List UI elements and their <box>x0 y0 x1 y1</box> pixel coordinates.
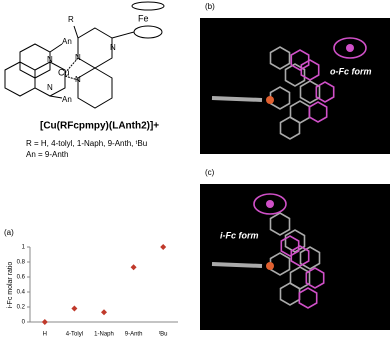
ring <box>299 246 321 270</box>
y-tick-label: 0.4 <box>17 290 26 296</box>
point <box>160 244 167 250</box>
pyrimidine <box>77 27 113 69</box>
ring <box>269 252 291 276</box>
atom-label: N <box>47 83 53 92</box>
atom-label: An <box>62 37 72 46</box>
ring <box>269 212 291 236</box>
bond <box>111 31 135 39</box>
ring <box>315 81 335 103</box>
atom-label: N <box>110 43 116 52</box>
atom-label: Cu <box>58 67 70 77</box>
point <box>130 264 137 271</box>
atom-label: N <box>47 55 53 64</box>
point <box>101 309 107 316</box>
x-tick-label: 9-Anth <box>125 332 143 338</box>
atom-label: N <box>75 75 81 84</box>
y-tick-label: 0.6 <box>17 275 26 281</box>
ring <box>284 229 306 253</box>
atom-label: R <box>68 15 74 24</box>
y-tick-label: 0 <box>22 320 26 326</box>
ring <box>279 116 301 140</box>
cu-atom <box>266 96 274 104</box>
bond <box>49 43 63 53</box>
ferrocene <box>333 37 367 59</box>
panel-label: (a) <box>4 228 14 237</box>
formula: [Cu(RFcpmpy)(LAnth2)]+ <box>40 121 159 132</box>
x-tick-label: 1-Naph <box>94 332 114 338</box>
bond <box>211 96 263 102</box>
ring <box>269 86 291 110</box>
atom-label: N <box>75 53 81 62</box>
panel-label: (c) <box>205 168 215 177</box>
bond <box>73 25 79 39</box>
x-tick-label: 4-Tolyl <box>66 332 83 338</box>
cp-ring <box>131 1 165 11</box>
bond <box>211 262 263 268</box>
ring <box>279 282 301 306</box>
ring <box>269 46 291 70</box>
atom-label: An <box>62 95 72 104</box>
ring <box>308 101 328 123</box>
render-panel <box>200 184 390 330</box>
panel-caption: o-Fc form <box>330 66 372 76</box>
x-tick-label: H <box>43 332 47 338</box>
fe-atom <box>346 44 354 52</box>
definition: An = 9-Anth <box>26 150 68 159</box>
ring <box>305 267 325 289</box>
ring <box>284 63 306 87</box>
ring <box>290 245 310 267</box>
cu-atom <box>266 262 274 270</box>
pyridine <box>77 67 113 109</box>
y-tick-label: 0.2 <box>17 305 26 311</box>
y-tick-label: 1 <box>22 245 26 251</box>
chemical-structure: Fe R Cu An An N N N N N [Cu(RFcpmpy)(LAn… <box>4 1 165 159</box>
point <box>41 319 48 325</box>
coordination <box>64 75 79 81</box>
ring <box>298 287 318 309</box>
panel-label: (b) <box>205 2 215 11</box>
x-tick-label: ᵗBu <box>159 331 168 338</box>
atom-label: Fe <box>138 13 149 23</box>
ring <box>290 49 310 71</box>
fe-atom <box>266 200 274 208</box>
molecule-render <box>211 37 367 309</box>
ring <box>299 80 321 104</box>
cp-ring <box>133 25 163 39</box>
phen-ring <box>34 61 66 97</box>
panel-caption: i-Fc form <box>220 230 259 240</box>
definition: R = H, 4-tolyl, 1-Naph, 9-Anth, ᵗBu <box>26 139 147 148</box>
ring <box>280 235 300 257</box>
ferrocene <box>253 193 287 215</box>
ring <box>300 59 320 81</box>
phen-ring <box>19 43 51 79</box>
y-tick-label: 0.8 <box>17 260 26 266</box>
bond <box>49 95 63 99</box>
point <box>71 305 78 312</box>
y-axis-label: i-Fc molar ratio <box>7 262 14 309</box>
coordination <box>64 57 79 74</box>
